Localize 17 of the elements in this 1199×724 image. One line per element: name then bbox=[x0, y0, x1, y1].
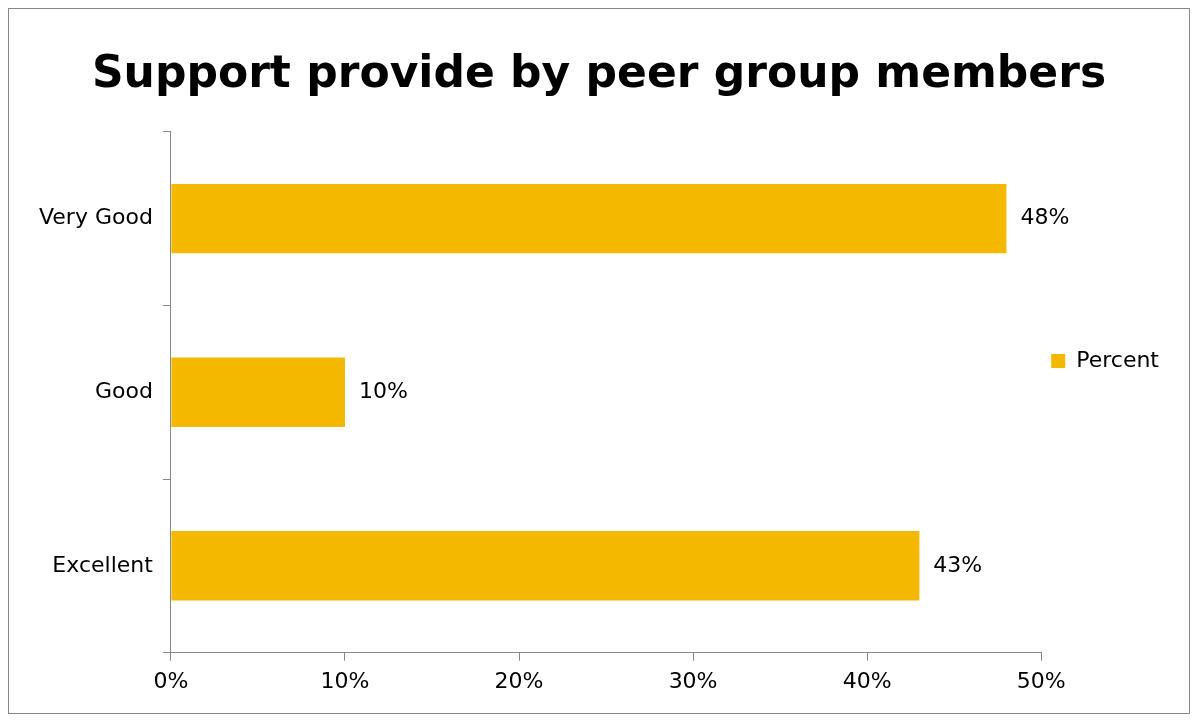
legend-label: Percent bbox=[1076, 346, 1160, 372]
x-tick-label: 0% bbox=[153, 667, 189, 693]
x-tick-label: 20% bbox=[494, 667, 544, 693]
bar bbox=[171, 531, 920, 601]
bar bbox=[171, 357, 345, 427]
data-label: 10% bbox=[358, 377, 408, 403]
y-tick-label: Excellent bbox=[52, 551, 154, 577]
x-tick-label: 10% bbox=[320, 667, 370, 693]
bar bbox=[171, 183, 1007, 254]
x-tick-label: 40% bbox=[842, 667, 892, 693]
y-tick-label: Good bbox=[94, 377, 153, 403]
y-tick-label: Very Good bbox=[38, 204, 153, 230]
data-label: 43% bbox=[933, 551, 983, 577]
chart-title: Support provide by peer group members bbox=[91, 45, 1107, 97]
data-label: 48% bbox=[1020, 204, 1070, 230]
x-tick-label: 30% bbox=[668, 667, 718, 693]
x-tick-label: 50% bbox=[1016, 667, 1066, 693]
